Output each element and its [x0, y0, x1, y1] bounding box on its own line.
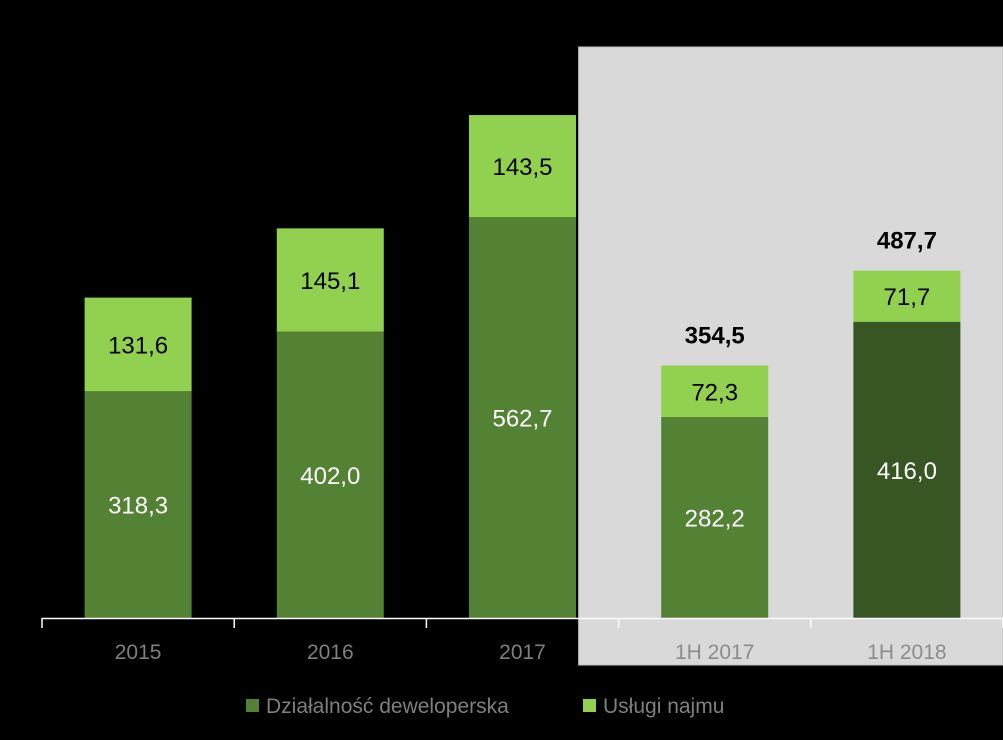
bar-dzialalnosc-deweloperska-2015 — [84, 391, 192, 618]
legend-swatch — [583, 699, 596, 712]
data-label: 145,1 — [300, 268, 360, 295]
x-tick-label: 2016 — [307, 641, 354, 664]
data-label: 282,2 — [685, 506, 745, 533]
data-label: 131,6 — [108, 332, 168, 359]
x-tick-label: 1H 2018 — [867, 641, 946, 664]
legend-label: Usługi najmu — [603, 695, 724, 718]
bar-dzialalnosc-deweloperska-1h-2017 — [661, 417, 769, 618]
data-label: 416,0 — [877, 458, 937, 485]
bar-dzialalnosc-deweloperska-2017 — [469, 217, 576, 618]
legend-swatch — [246, 699, 259, 712]
data-label: 72,3 — [691, 379, 738, 406]
data-label: 71,7 — [884, 284, 931, 311]
bar-dzialalnosc-deweloperska-1h-2018 — [853, 321, 961, 618]
total-label: 487,7 — [877, 228, 937, 255]
x-tick-label: 2015 — [115, 641, 162, 664]
bar-uslugi-najmu-1h-2017 — [661, 365, 769, 418]
data-label: 562,7 — [492, 406, 552, 433]
x-tick-label: 2017 — [499, 641, 546, 664]
bar-uslugi-najmu-1h-2018 — [853, 270, 961, 322]
data-label: 143,5 — [492, 154, 552, 181]
bar-dzialalnosc-deweloperska-2016 — [276, 331, 384, 618]
legend-label: Działalność deweloperska — [266, 695, 509, 718]
data-label: 402,0 — [300, 463, 360, 490]
total-label: 354,5 — [685, 323, 745, 350]
data-label: 318,3 — [108, 493, 168, 520]
bar-uslugi-najmu-2016 — [276, 228, 384, 332]
bar-uslugi-najmu-2015 — [84, 297, 192, 392]
bar-uslugi-najmu-2017 — [469, 115, 576, 218]
x-tick-label: 1H 2017 — [675, 641, 754, 664]
